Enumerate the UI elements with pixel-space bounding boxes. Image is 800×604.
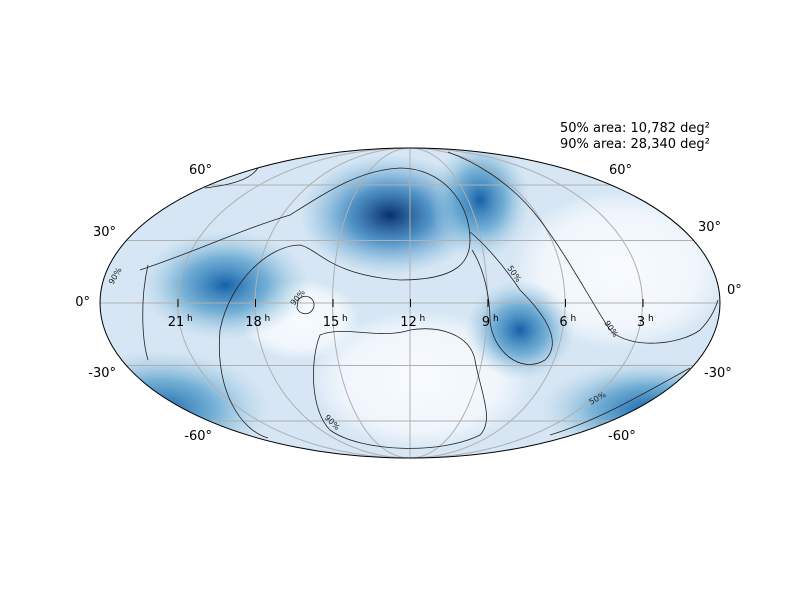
dec-label: 30°: [93, 225, 116, 240]
ra-label: 15: [323, 315, 340, 330]
ra-unit: h: [187, 314, 193, 324]
contours: [139, 151, 719, 449]
dec-label: -30°: [704, 366, 732, 381]
dec-label: 60°: [609, 163, 632, 178]
ra-unit: h: [648, 314, 654, 324]
dec-label: -60°: [608, 429, 636, 444]
dec-label: 60°: [189, 163, 212, 178]
ra-unit: h: [571, 314, 577, 324]
dec-label: -60°: [184, 429, 212, 444]
dec-labels: 60° 30° 0° -30° -60° 60° 30° 0° -30° -60…: [75, 163, 742, 444]
ra-unit: h: [420, 314, 426, 324]
ra-label: 6: [559, 315, 567, 330]
ra-label: 9: [482, 315, 490, 330]
ra-label: 12: [400, 315, 417, 330]
area-annotation: 90% area: 28,340 deg²: [560, 137, 710, 152]
ra-label: 21: [168, 315, 185, 330]
ra-labels: 21 h 18 h 15 h 12 h 9 h 6 h 3 h: [168, 299, 654, 330]
ra-unit: h: [493, 314, 499, 324]
dec-label: 30°: [698, 220, 721, 235]
dec-label: -30°: [88, 366, 116, 381]
area-annotation: 50% area: 10,782 deg²: [560, 121, 710, 136]
ra-unit: h: [342, 314, 348, 324]
dec-label: 0°: [727, 283, 742, 298]
map-frame: [99, 147, 721, 459]
ra-unit: h: [265, 314, 271, 324]
dec-label: 0°: [75, 295, 90, 310]
ra-label: 18: [245, 315, 262, 330]
ra-label: 3: [637, 315, 645, 330]
